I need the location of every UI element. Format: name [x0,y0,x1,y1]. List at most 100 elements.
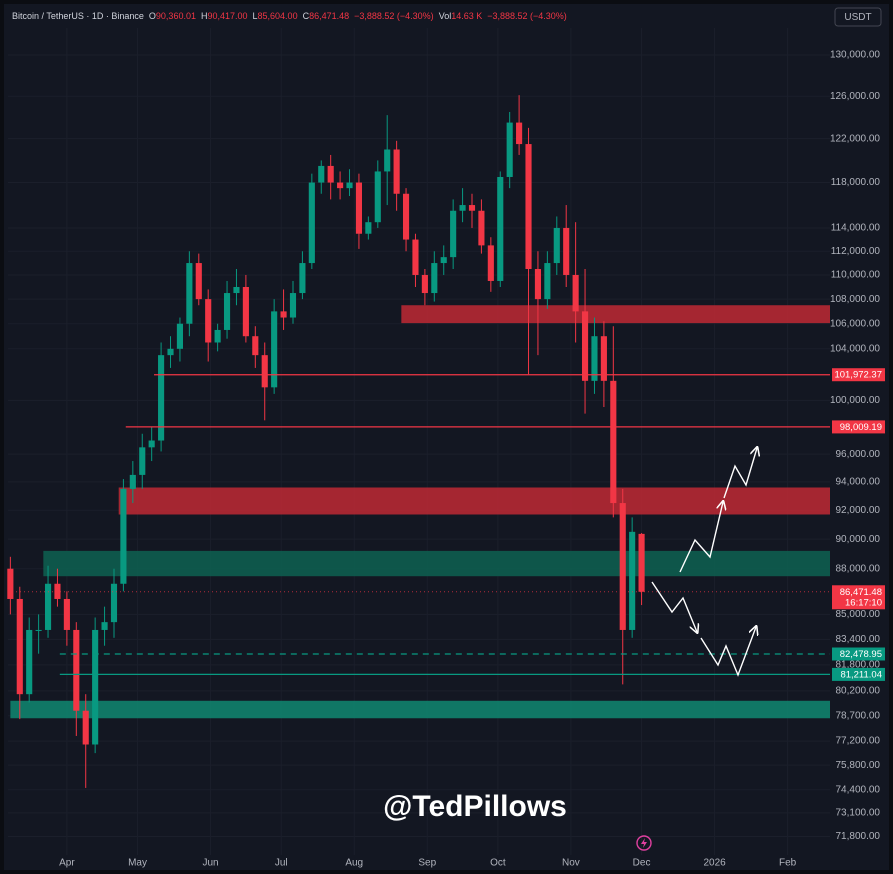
y-tick-label: 104,000.00 [830,343,880,354]
zone [43,550,830,577]
candle-body [120,488,127,584]
x-tick-label: Jul [275,858,288,869]
candle-body [478,210,485,246]
field-value: 86,471.48 [309,11,349,21]
y-tick-label: 96,000.00 [836,449,881,460]
candle-body [26,629,33,695]
y-tick-label: 114,000.00 [831,223,881,234]
candle-body [468,205,476,211]
price-tag [832,420,885,434]
y-tick-label: 118,000.00 [831,177,881,188]
candle-body [35,629,42,631]
field-value: −3,888.52 (−4.30%) [487,11,567,21]
candle-body [308,182,315,264]
candle-body [600,336,607,381]
candle-body [73,629,80,711]
y-tick-label: 74,400.00 [836,784,881,795]
alert-icon-bolt [641,838,647,848]
candle-body [591,336,598,381]
y-tick-label: 106,000.00 [830,318,880,329]
candle-body [337,182,344,189]
x-tick-label: Oct [490,858,506,869]
currency-button[interactable] [834,7,882,27]
candle-body [610,380,617,504]
y-tick-label: 122,000.00 [830,133,880,144]
candle-body [195,263,202,300]
candle-body [299,263,306,294]
candle-body [450,210,457,258]
candle-body [506,122,513,177]
candle-body [581,311,589,381]
y-tick-label: 94,000.00 [836,477,881,488]
x-tick-label: Aug [345,858,363,869]
candle-body [252,336,259,356]
candle-body [384,149,391,172]
candle-body [638,533,645,592]
y-tick-label: 108,000.00 [830,294,880,305]
candle-body [167,348,174,356]
candle-body [619,503,626,630]
candle-body [487,245,494,281]
candle-body [110,583,118,623]
candle-body [393,149,400,194]
candle-body [16,598,23,695]
alert-icon[interactable] [636,835,652,851]
levels [8,374,830,676]
x-tick-label: Dec [633,858,651,869]
x-tick-label: Feb [779,858,797,869]
candle-body [139,447,146,475]
y-tick-label: 85,000.00 [836,609,881,620]
candle-body [92,629,99,745]
candle-body [412,239,419,275]
symbol-header: Bitcoin / TetherUS · 1D · Binance O90,360… [12,11,567,21]
y-tick-label: 83,400.00 [836,634,881,645]
currency-label[interactable]: USDT [844,12,871,23]
candle-body [497,176,504,281]
field-value: 90,417.00 [207,11,247,21]
price-tag [832,647,885,661]
candle-body [629,531,636,630]
symbol: Bitcoin / TetherUS · 1D · Binance [12,11,144,21]
y-tick-label: 130,000.00 [830,50,880,61]
price-tag [832,667,885,681]
field-key: L [253,11,258,21]
y-tick-label: 80,200.00 [836,686,881,697]
candle-body [158,355,165,441]
y-tick-label: 71,800.00 [836,831,881,842]
candle-body [271,311,278,388]
y-tick-label: 90,000.00 [836,534,881,545]
y-tick-label: 88,000.00 [836,563,881,574]
candle-body [544,263,551,300]
arrow-rebound [700,627,756,677]
zone [10,700,831,719]
candle-body [346,182,353,189]
candle-body [289,293,297,318]
candle-body [355,182,363,234]
price-tag-label: 98,009.19 [840,422,882,433]
x-tick-label: Jun [202,858,218,869]
y-tick-label: 73,100.00 [836,808,881,819]
candle-body [421,274,428,294]
candle-body [525,144,532,269]
arrow-up-1 [679,502,723,573]
candle-body [374,171,381,223]
candle-body [63,598,70,630]
y-tick-label: 126,000.00 [830,91,880,102]
field-value: 14.63 K [451,11,482,21]
candle-body [563,227,570,275]
candle-body [327,165,334,183]
candle-body [7,568,14,599]
price-axis-panel [830,4,889,870]
last-price-tag [832,585,885,610]
axes: 130,000.00 126,000.00 122,000.00 118,000.00… [59,50,885,869]
candle-body [54,583,61,599]
field-key: Vol [439,11,452,21]
y-tick-label: 78,700.00 [836,710,881,721]
field-key: O [149,11,156,21]
y-tick-label: 81,800.00 [836,660,881,671]
candle-body [186,263,193,324]
candle-body [280,311,287,318]
watermark: @TedPillows [383,790,567,823]
